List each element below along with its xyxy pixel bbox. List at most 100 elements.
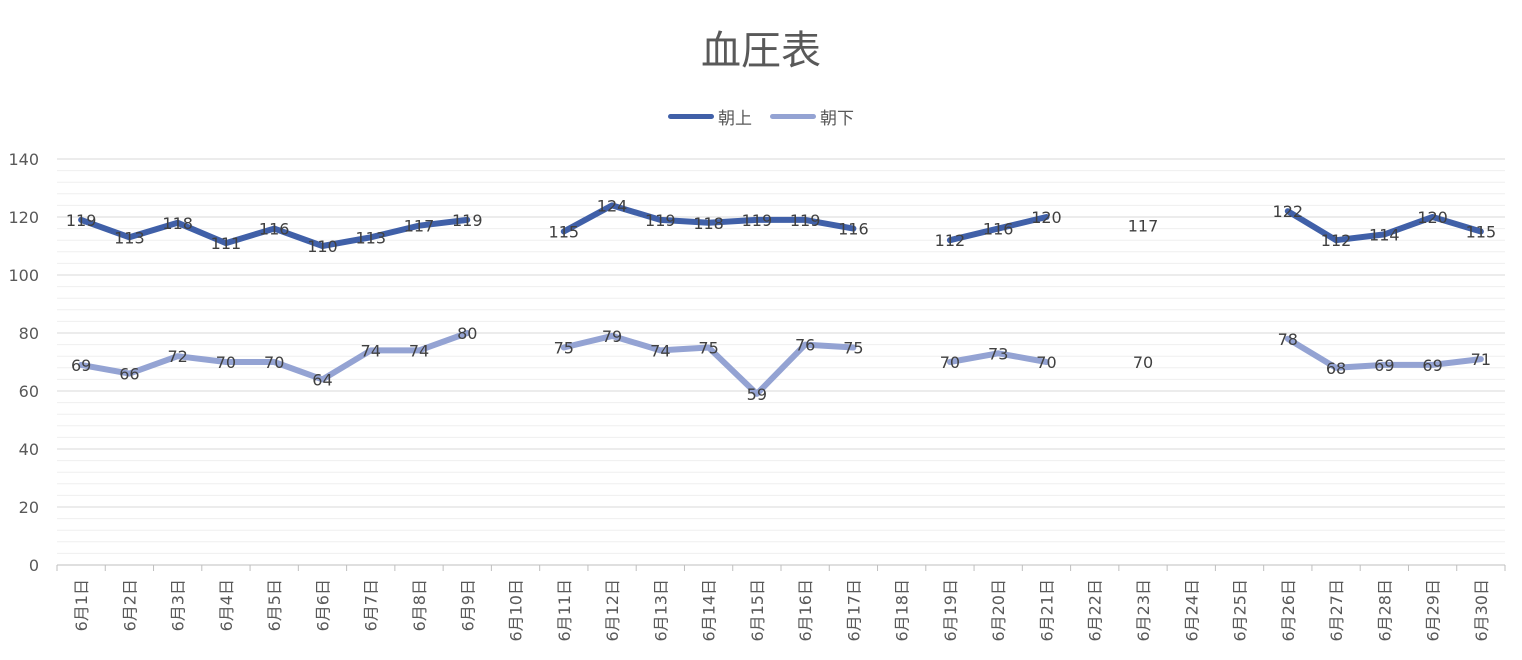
data-label: 112 xyxy=(935,231,966,250)
data-label: 115 xyxy=(549,223,580,242)
series-2-line xyxy=(1284,335,1484,371)
x-tick-label: 6月20日 xyxy=(989,579,1008,642)
data-label: 117 xyxy=(404,217,435,236)
data-label: 75 xyxy=(698,339,718,358)
series-2-line xyxy=(78,330,471,383)
series-2-line xyxy=(946,350,1050,365)
data-label: 80 xyxy=(457,324,477,343)
data-label: 69 xyxy=(1374,356,1394,375)
data-label: 119 xyxy=(790,211,821,230)
data-label: 119 xyxy=(742,211,773,230)
legend: 朝上 朝下 xyxy=(0,104,1522,129)
legend-label-series-1: 朝上 xyxy=(718,109,752,129)
x-tick-label: 6月7日 xyxy=(362,579,381,631)
data-label: 111 xyxy=(211,234,242,253)
data-label: 69 xyxy=(71,356,91,375)
x-tick-label: 6月18日 xyxy=(893,579,912,642)
x-tick-label: 6月16日 xyxy=(796,579,815,642)
data-label: 119 xyxy=(66,211,97,230)
data-label: 69 xyxy=(1422,356,1442,375)
data-label: 119 xyxy=(452,211,483,230)
x-tick-label: 6月3日 xyxy=(169,579,188,631)
y-tick-label: 60 xyxy=(19,382,39,401)
legend-swatch-series-2 xyxy=(770,114,816,119)
series-2-line xyxy=(560,332,857,397)
x-tick-label: 6月9日 xyxy=(458,579,477,631)
legend-item-series-2: 朝下 xyxy=(770,104,854,129)
data-label: 59 xyxy=(747,385,767,404)
y-tick-label: 80 xyxy=(19,324,39,343)
data-label: 116 xyxy=(983,220,1014,239)
data-label: 75 xyxy=(843,339,863,358)
data-label: 118 xyxy=(693,214,724,233)
y-tick-label: 40 xyxy=(19,440,39,459)
x-tick-label: 6月5日 xyxy=(265,579,284,631)
data-label: 74 xyxy=(650,341,670,360)
series-1-line xyxy=(946,214,1050,244)
x-tick-label: 6月23日 xyxy=(1134,579,1153,642)
y-tick-label: 0 xyxy=(29,556,39,575)
data-label: 70 xyxy=(216,353,236,372)
data-label: 66 xyxy=(119,365,139,384)
data-label: 113 xyxy=(355,228,386,247)
x-tick-label: 6月28日 xyxy=(1375,579,1394,642)
data-label: 114 xyxy=(1369,225,1400,244)
x-tick-label: 6月1日 xyxy=(72,579,91,631)
data-label: 64 xyxy=(312,370,332,389)
x-tick-label: 6月29日 xyxy=(1424,579,1443,642)
series-1-line xyxy=(560,202,857,235)
x-tick-label: 6月10日 xyxy=(507,579,526,642)
data-label: 76 xyxy=(795,336,815,355)
data-label: 78 xyxy=(1278,330,1298,349)
x-tick-label: 6月30日 xyxy=(1472,579,1491,642)
x-tick-label: 6月4日 xyxy=(217,579,236,631)
data-label: 70 xyxy=(264,353,284,372)
legend-swatch-series-1 xyxy=(668,114,714,119)
data-label: 116 xyxy=(838,220,869,239)
data-label: 70 xyxy=(1036,353,1056,372)
x-tick-label: 6月24日 xyxy=(1182,579,1201,642)
x-tick-label: 6月6日 xyxy=(313,579,332,631)
data-label: 73 xyxy=(988,344,1008,363)
x-tick-label: 6月22日 xyxy=(1086,579,1105,642)
y-tick-label: 20 xyxy=(19,498,39,517)
data-label: 120 xyxy=(1417,208,1448,227)
data-label: 75 xyxy=(554,339,574,358)
x-tick-label: 6月17日 xyxy=(844,579,863,642)
data-label: 117 xyxy=(1128,217,1159,236)
data-label: 115 xyxy=(1466,223,1497,242)
data-label: 124 xyxy=(597,196,628,215)
data-label: 122 xyxy=(1273,202,1304,221)
x-tick-label: 6月12日 xyxy=(603,579,622,642)
series-1-line xyxy=(78,216,471,249)
data-label: 74 xyxy=(361,341,381,360)
legend-item-series-1: 朝上 xyxy=(668,104,752,129)
data-label: 79 xyxy=(602,327,622,346)
data-label: 118 xyxy=(162,214,193,233)
x-tick-label: 6月15日 xyxy=(748,579,767,642)
x-tick-label: 6月14日 xyxy=(700,579,719,642)
x-tick-label: 6月2日 xyxy=(120,579,139,631)
legend-label-series-2: 朝下 xyxy=(820,109,854,129)
data-label: 120 xyxy=(1031,208,1062,227)
x-tick-label: 6月26日 xyxy=(1279,579,1298,642)
data-label: 70 xyxy=(940,353,960,372)
data-label: 110 xyxy=(307,237,338,256)
y-tick-label: 120 xyxy=(8,208,39,227)
data-label: 74 xyxy=(409,341,429,360)
data-label: 70 xyxy=(1133,353,1153,372)
y-tick-label: 100 xyxy=(8,266,39,285)
data-label: 72 xyxy=(167,347,187,366)
y-tick-label: 140 xyxy=(8,150,39,169)
chart-title: 血圧表 xyxy=(701,28,821,74)
data-label: 112 xyxy=(1321,231,1352,250)
data-label: 116 xyxy=(259,220,290,239)
x-tick-label: 6月13日 xyxy=(651,579,670,642)
x-tick-label: 6月21日 xyxy=(1037,579,1056,642)
data-label: 113 xyxy=(114,228,145,247)
x-tick-label: 6月8日 xyxy=(410,579,429,631)
x-tick-label: 6月19日 xyxy=(941,579,960,642)
x-tick-label: 6月27日 xyxy=(1327,579,1346,642)
x-tick-label: 6月25日 xyxy=(1231,579,1250,642)
